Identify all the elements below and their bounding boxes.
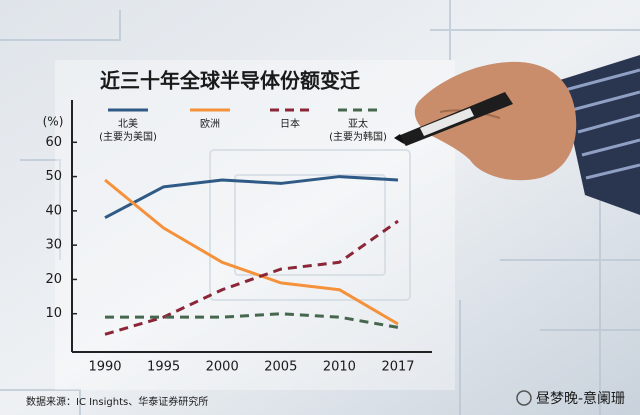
series-line [104,175,399,220]
y-tick-label: 60 [45,135,62,150]
legend-label: 日本 [280,117,300,130]
legend-label: 亚太 [348,117,368,130]
watermark: 昼梦晚-意阑珊 [536,390,625,407]
legend-note: (主要为韩国) [329,130,387,143]
x-tick-label: 1995 [147,360,180,375]
x-tick-label: 2010 [323,360,356,375]
chart-title: 近三十年全球半导体份额变迁 [100,69,360,93]
y-tick-label: 20 [45,272,62,287]
legend-note: (主要为美国) [99,130,157,143]
x-tick-label: 2005 [264,360,297,375]
y-tick-label: 50 [45,169,62,184]
source-note: 数据来源：IC Insights、华泰证券研究所 [26,395,208,408]
series-line [104,219,399,336]
x-tick-label: 2017 [381,360,414,375]
x-tick-label: 1990 [88,360,121,375]
y-tick-label: 10 [45,306,62,321]
series-line [105,312,399,329]
x-tick-label: 2000 [206,360,239,375]
weibo-icon [516,390,532,406]
hand-illustration [394,55,640,215]
y-axis-label: (%) [43,115,64,129]
legend-label: 北美 [118,117,138,130]
panel [55,60,455,390]
legend-label: 欧洲 [200,118,220,130]
y-tick-label: 40 [45,203,62,218]
y-tick-label: 30 [45,238,62,253]
series-line [104,178,399,326]
